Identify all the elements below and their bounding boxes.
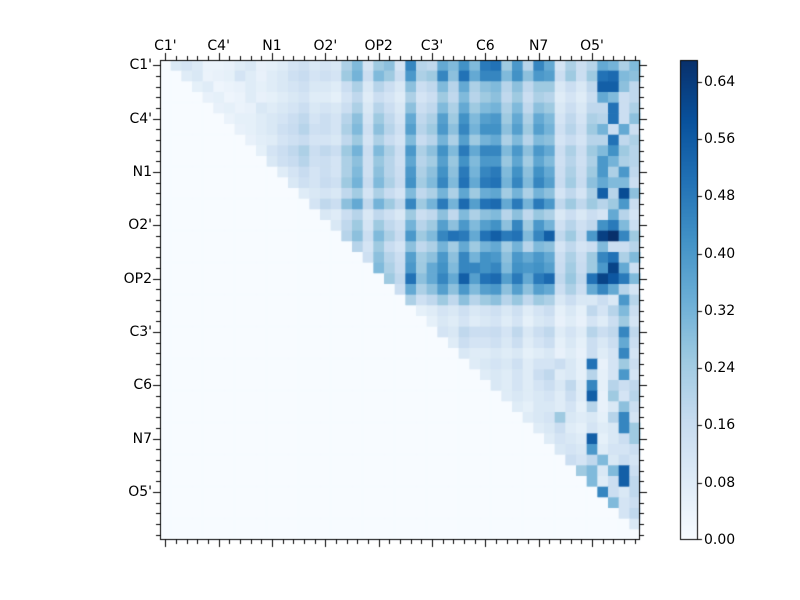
colorbar-tick-label: 0.32 — [704, 302, 736, 319]
x-tick-label: C6 — [475, 38, 495, 54]
y-tick-label: C3' — [129, 324, 152, 340]
y-tick-label: N7 — [132, 430, 152, 447]
y-tick-label: C4' — [129, 110, 152, 127]
colorbar-tick-label: 0.64 — [704, 73, 736, 90]
y-tick-label: N1 — [132, 164, 152, 180]
colorbar-tick-label: 0.40 — [704, 245, 736, 262]
colorbar-tick-label: 0.56 — [704, 131, 736, 148]
x-tick-label: N1 — [262, 38, 282, 54]
y-tick-label: O5' — [128, 484, 152, 500]
x-tick-label: OP2 — [364, 38, 393, 54]
x-tick-label: O5' — [580, 38, 604, 54]
x-tick-label: N7 — [528, 38, 549, 54]
x-tick-label: O2' — [313, 38, 338, 54]
colorbar-tick-label: 0.00 — [704, 532, 736, 548]
y-tick-label: O2' — [128, 217, 152, 234]
x-tick-label: C3' — [420, 38, 444, 54]
y-tick-label: C1' — [129, 57, 152, 74]
x-tick-label: C4' — [207, 38, 230, 54]
colorbar-tick-label: 0.16 — [704, 417, 736, 434]
colorbar-tick-label: 0.48 — [704, 188, 736, 205]
y-tick-label: OP2 — [123, 270, 152, 287]
y-tick-label: C6 — [133, 377, 152, 394]
colorbar-tick-label: 0.24 — [704, 360, 736, 377]
x-tick-label: C1' — [154, 38, 177, 54]
colorbar-tick-label: 0.08 — [704, 474, 736, 491]
